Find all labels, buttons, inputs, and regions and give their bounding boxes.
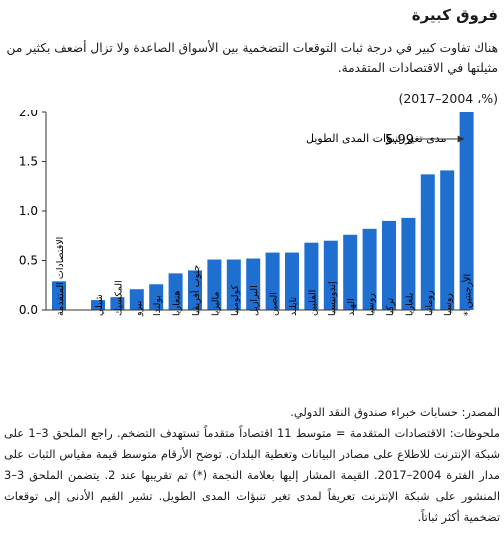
annotation-value: 5.99 [385, 133, 414, 148]
x-axis-labels: الاقتصادات المتقدمة شيلي المكسيك بيرو بولندا… [55, 237, 474, 317]
source-text: المصدر: حسابات خبراء صندوق النقد الدولي. [290, 405, 500, 419]
bars [52, 112, 474, 310]
bar [246, 258, 261, 310]
y-tick-label: 2.0 [19, 110, 38, 119]
bar [343, 234, 358, 310]
bar-chart: 0.00.51.01.52.0 الاقتصادات المتقدمة شيلي ا… [19, 110, 474, 317]
bar [285, 252, 299, 310]
x-tick-label: الفلبين [307, 290, 318, 316]
annotation-arrowhead [457, 135, 465, 143]
y-tick-label: 0.0 [19, 303, 38, 317]
x-tick-label: بولندا [152, 295, 163, 316]
x-tick-label: الأرجنتين * [462, 274, 474, 316]
bar [420, 174, 435, 310]
bar [382, 220, 396, 310]
y-axis-label: مدى تغير تنبؤات المدى الطويل [306, 132, 447, 145]
bar [440, 170, 455, 310]
notes-text: ملحوظات: الاقتصادات المتقدمة = متوسط 11 … [4, 426, 500, 524]
bar [168, 273, 183, 310]
x-tick-label: جنوب أفريقيا [189, 265, 202, 316]
bar [459, 112, 474, 310]
x-tick-label: بلغاريا [404, 293, 415, 316]
bar [149, 284, 164, 310]
x-tick-label: رومانيا [424, 290, 435, 316]
x-tick-label: تايلند [288, 296, 299, 316]
x-tick-label: البرازيل [249, 285, 260, 316]
chart-title: فروق كبيرة [411, 6, 498, 24]
x-tick-label: روسيا [443, 293, 454, 316]
x-tick-label: الاقتصادات المتقدمة [55, 237, 66, 316]
x-tick-label: كولومبيا [230, 285, 241, 316]
bar [323, 240, 338, 310]
bar [91, 300, 105, 310]
bar [304, 242, 319, 310]
bar [226, 259, 241, 310]
x-tick-label: الهند [346, 298, 357, 316]
bar [401, 217, 416, 310]
bar [129, 289, 144, 310]
x-tick-label: ماليزيا [210, 291, 221, 316]
y-tick-label: 1.5 [19, 155, 38, 169]
chart-subtitle: هناك تفاوت كبير في درجة ثبات التوقعات ال… [6, 41, 498, 75]
x-tick-label: الصين [269, 292, 280, 316]
bar [110, 297, 125, 310]
x-tick-label: تركيا [385, 297, 396, 316]
bar [362, 228, 377, 310]
x-tick-label: بيرو [133, 301, 144, 317]
y-tick-label: 0.5 [19, 254, 38, 268]
bar [188, 270, 202, 310]
x-tick-label: إندونيسيا [327, 281, 338, 316]
chart-notes: المصدر: حسابات خبراء صندوق النقد الدولي.… [4, 402, 500, 528]
chart-units: (%، 2004–2017) [398, 91, 498, 106]
x-tick-label: هنغاريا [172, 291, 183, 316]
bar [265, 252, 280, 310]
y-axis-ticks: 0.0 0.5 1.0 1.5 2.0 [19, 110, 46, 317]
bar [207, 259, 222, 310]
y-tick-label: 1.0 [19, 204, 38, 218]
x-tick-label: المكسيك [113, 280, 124, 316]
bar [52, 281, 66, 310]
x-tick-label: شيلي [94, 294, 105, 316]
x-tick-label: روسيا [366, 293, 377, 316]
